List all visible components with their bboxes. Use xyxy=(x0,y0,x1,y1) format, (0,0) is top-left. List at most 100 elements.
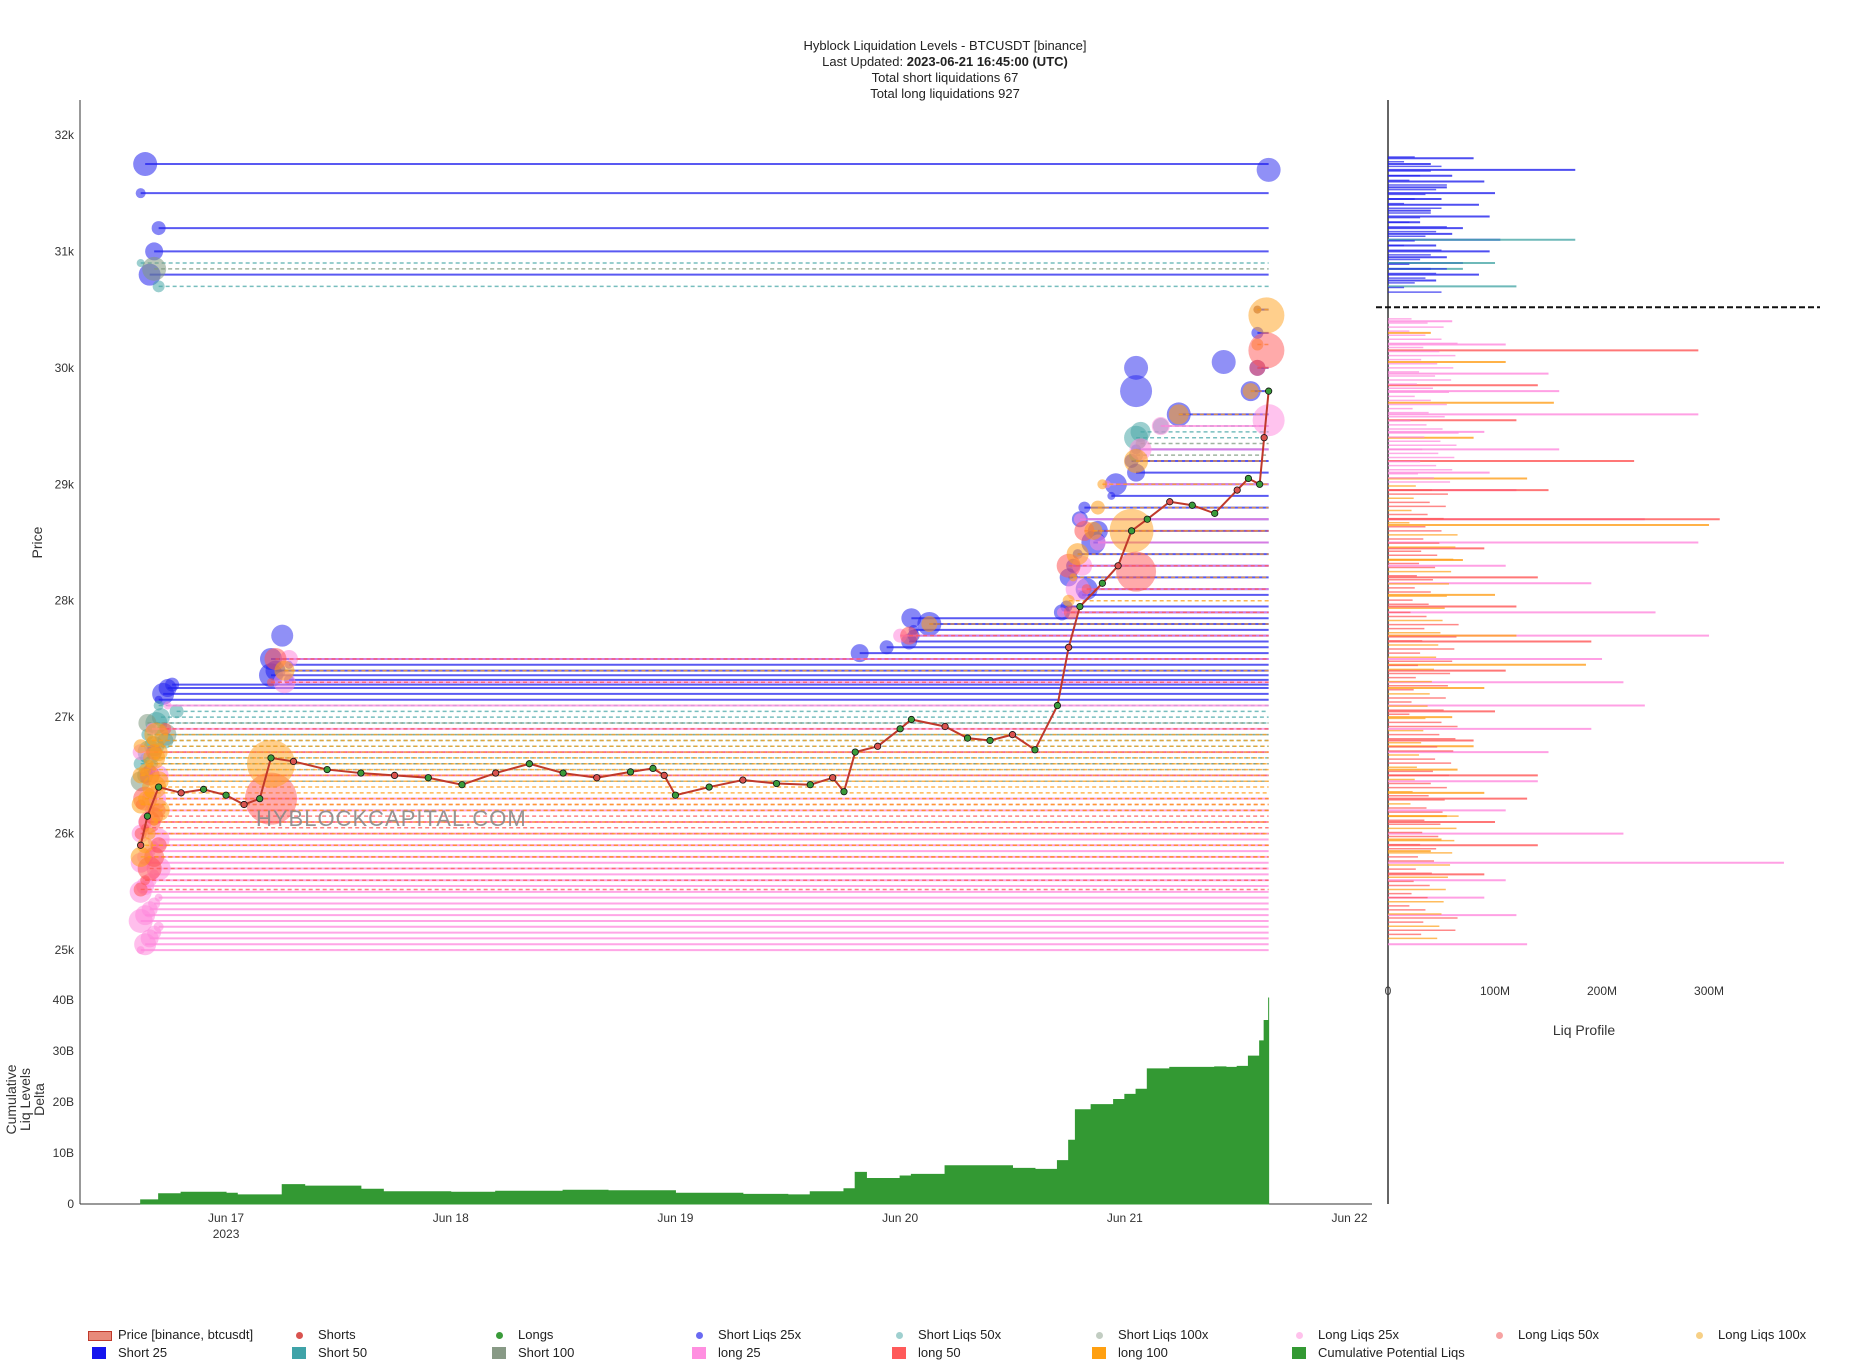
liq-level-bubble xyxy=(163,701,172,710)
legend-item[interactable]: Short 25 xyxy=(88,1344,167,1362)
cumulative-y-tick-label: 40B xyxy=(53,993,74,1007)
legend-item[interactable]: long 100 xyxy=(1088,1344,1168,1362)
profile-x-tick-label: 0 xyxy=(1385,984,1392,998)
legend-item[interactable]: Long Liqs 100x xyxy=(1688,1326,1806,1344)
short-marker xyxy=(941,722,949,731)
legend-label: Long Liqs 50x xyxy=(1518,1327,1599,1342)
short-marker xyxy=(1233,486,1241,494)
chart-title: Hyblock Liquidation Levels - BTCUSDT [bi… xyxy=(803,38,1087,53)
liq-level-bubble xyxy=(153,700,164,711)
legend-swatch xyxy=(1092,1347,1106,1359)
legend-item[interactable]: Short 100 xyxy=(488,1344,574,1362)
legend-item[interactable]: long 25 xyxy=(688,1344,761,1362)
liq-level-bubble xyxy=(921,616,938,633)
short-marker xyxy=(593,774,601,782)
liq-level-bubble xyxy=(274,660,295,681)
liq-level-bubble xyxy=(148,771,169,792)
short-marker xyxy=(137,841,145,849)
short-marker xyxy=(1065,643,1073,651)
liq-level-bubble xyxy=(143,827,156,840)
liq-level-bubble xyxy=(151,221,166,236)
liq-level-bubble xyxy=(150,837,167,854)
short-marker xyxy=(289,757,298,766)
long-marker xyxy=(267,754,275,762)
legend-item[interactable]: Price [binance, btcusdt] xyxy=(88,1326,253,1344)
legend-swatch xyxy=(1496,1332,1503,1339)
liq-level-bubble xyxy=(1242,383,1259,400)
legend-item[interactable]: Long Liqs 50x xyxy=(1488,1326,1599,1344)
liq-level-bubble xyxy=(1151,417,1170,436)
legend-item[interactable]: Long Liqs 25x xyxy=(1288,1326,1399,1344)
legend-item[interactable]: Short Liqs 50x xyxy=(888,1326,1001,1344)
price-axis-label: Price xyxy=(29,526,45,558)
time-x-tick-label: Jun 19 xyxy=(657,1211,693,1225)
price-y-tick-label: 29k xyxy=(55,477,75,491)
legend-swatch xyxy=(88,1331,112,1341)
liq-level-bubble xyxy=(1066,543,1089,566)
long-marker xyxy=(705,783,713,791)
short-marker xyxy=(1166,498,1174,506)
legend-item[interactable]: Short Liqs 100x xyxy=(1088,1326,1208,1344)
long-marker xyxy=(851,748,859,756)
legend-item[interactable]: Shorts xyxy=(288,1326,356,1344)
liq-level-bubble xyxy=(151,708,170,727)
legend-item[interactable]: long 50 xyxy=(888,1344,961,1362)
long-marker xyxy=(1143,515,1151,523)
liq-level-bubble xyxy=(879,640,894,655)
watermark: HYBLOCKCAPITAL.COM xyxy=(256,806,527,831)
last-updated-value: 2023-06-21 16:45:00 (UTC) xyxy=(906,54,1068,69)
liq-highlight-bubble xyxy=(1124,355,1149,380)
short-marker xyxy=(1260,434,1268,442)
legend-label: Short Liqs 25x xyxy=(718,1327,802,1342)
legend-label: Long Liqs 25x xyxy=(1318,1327,1399,1342)
legend-item[interactable]: Short Liqs 25x xyxy=(688,1326,801,1344)
long-marker xyxy=(1098,579,1106,587)
liq-level-bubble xyxy=(133,882,148,897)
long-marker xyxy=(559,769,567,777)
cumulative-y-tick-label: 0 xyxy=(67,1197,74,1211)
legend-label: Shorts xyxy=(318,1327,356,1342)
short-marker xyxy=(390,771,399,779)
time-x-tick-label: Jun 20 xyxy=(882,1211,918,1225)
legend-swatch xyxy=(692,1347,706,1359)
short-marker xyxy=(492,769,500,777)
liq-level-bubble xyxy=(133,152,158,177)
liq-level-bubble xyxy=(900,626,919,645)
legend-item[interactable]: Cumulative Potential Liqs xyxy=(1288,1344,1465,1362)
price-y-tick-label: 32k xyxy=(55,128,75,142)
cumulative-axis-label: CumulativeLiq LevelsDelta xyxy=(3,1064,47,1134)
liq-level-bubble xyxy=(266,678,275,687)
legend-item[interactable]: Longs xyxy=(488,1326,553,1344)
long-marker xyxy=(458,781,466,789)
long-marker xyxy=(357,769,365,777)
liq-level-bubble xyxy=(149,743,168,762)
liq-level-bubble xyxy=(1069,573,1078,582)
long-marker xyxy=(772,779,781,788)
liq-highlight-bubble xyxy=(1248,297,1285,334)
liq-level-bubble xyxy=(153,921,164,932)
legend-swatch xyxy=(492,1347,506,1359)
long-marker xyxy=(525,760,533,768)
price-y-tick-label: 31k xyxy=(55,244,75,258)
short-marker xyxy=(660,771,668,779)
legend-swatch xyxy=(1292,1347,1306,1359)
long-marker xyxy=(896,725,904,733)
long-marker xyxy=(649,764,657,773)
long-marker xyxy=(1244,474,1253,483)
profile-axis-label: Liq Profile xyxy=(1553,1022,1615,1038)
time-x-year-label: 2023 xyxy=(213,1227,240,1241)
time-x-tick-label: Jun 22 xyxy=(1332,1211,1368,1225)
cumulative-y-tick-label: 30B xyxy=(53,1044,74,1058)
liq-level-bubble xyxy=(142,256,167,281)
long-marker xyxy=(199,785,208,793)
legend-label: Short Liqs 50x xyxy=(918,1327,1002,1342)
long-marker xyxy=(963,734,972,742)
chart-header: Hyblock Liquidation Levels - BTCUSDT [bi… xyxy=(0,38,1867,102)
liq-level-bubble xyxy=(154,893,163,902)
legend-item[interactable]: Short 50 xyxy=(288,1344,367,1362)
price-y-tick-label: 30k xyxy=(55,361,75,375)
long-marker xyxy=(1127,527,1136,535)
legend-label: long 25 xyxy=(718,1345,761,1360)
liq-level-bubble xyxy=(169,704,184,719)
cumulative-y-tick-label: 10B xyxy=(53,1146,74,1160)
